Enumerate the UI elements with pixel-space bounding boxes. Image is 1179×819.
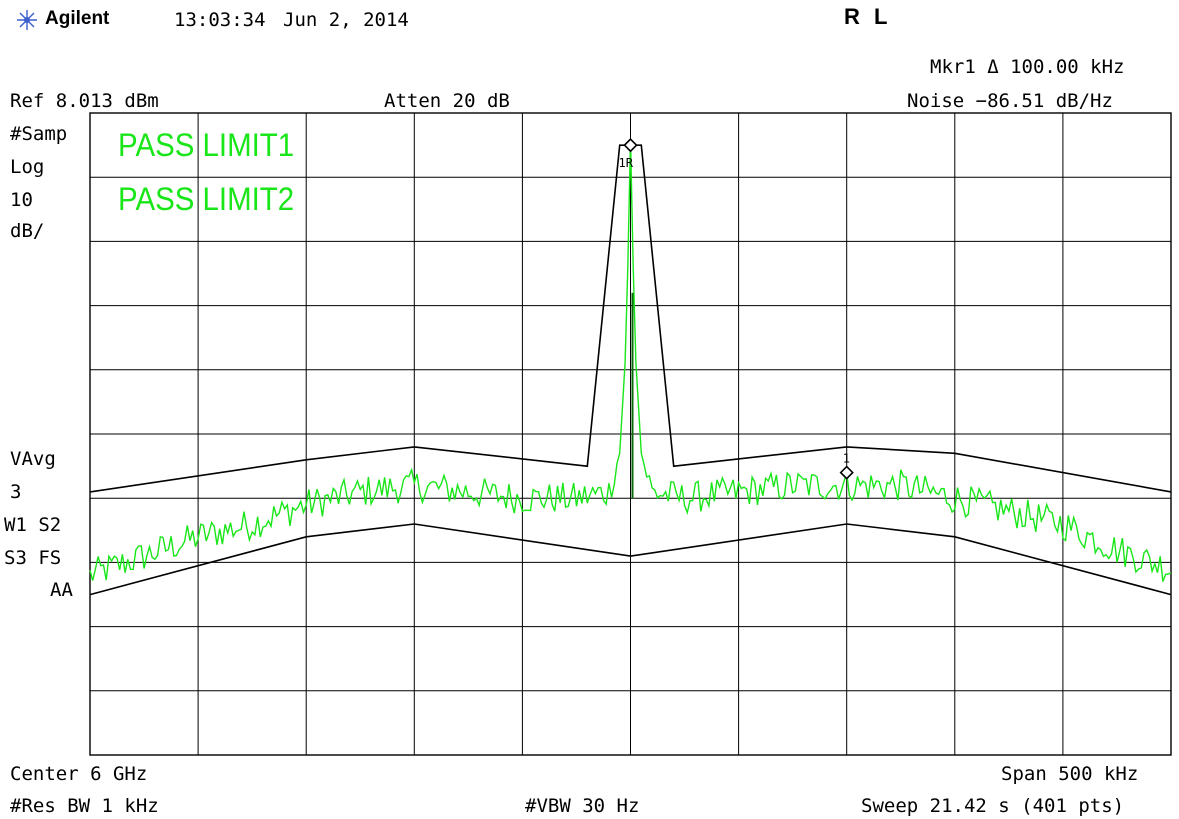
lower-limit-line bbox=[89, 523, 1172, 596]
limit2-status: PASS LIMIT2 bbox=[118, 181, 295, 217]
trace-state-w1s2: W1 S2 bbox=[4, 514, 62, 536]
marker-layer: 1R 1 bbox=[619, 138, 854, 480]
graticule bbox=[89, 112, 1172, 756]
brand-name: Agilent bbox=[45, 8, 110, 29]
resolution-bandwidth: #Res BW 1 kHz bbox=[10, 795, 159, 817]
agilent-spark-logo-icon bbox=[17, 10, 37, 30]
scale-unit: dB/ bbox=[10, 220, 45, 242]
noise-readout: Noise −86.51 dB/Hz bbox=[907, 90, 1113, 112]
scale-value: 10 bbox=[10, 189, 33, 211]
frequency-span: Span 500 kHz bbox=[1001, 763, 1139, 785]
trace-state-aa: AA bbox=[50, 579, 73, 601]
trace-state-s3fs: S3 FS bbox=[4, 547, 62, 569]
limit1-status: PASS LIMIT1 bbox=[118, 127, 295, 163]
marker-label: 1 bbox=[843, 452, 850, 466]
sweep-time: Sweep 21.42 s (401 pts) bbox=[861, 795, 1125, 817]
center-frequency: Center 6 GHz bbox=[10, 763, 148, 785]
clock-date: Jun 2, 2014 bbox=[283, 9, 409, 31]
scale-type: Log bbox=[10, 156, 45, 178]
attenuation: Atten 20 dB bbox=[384, 90, 510, 112]
mode-indicator: R L bbox=[844, 4, 892, 29]
video-bandwidth: #VBW 30 Hz bbox=[525, 795, 640, 817]
reference-level: Ref 8.013 dBm bbox=[10, 90, 159, 112]
marker-readout: Mkr1 Δ 100.00 kHz bbox=[930, 56, 1125, 78]
clock-time: 13:03:34 bbox=[174, 9, 266, 31]
marker-diamond bbox=[623, 138, 638, 153]
detector-mode: #Samp bbox=[10, 123, 68, 145]
video-average: VAvg bbox=[10, 448, 56, 470]
marker-label: 1R bbox=[619, 156, 634, 170]
video-average-count: 3 bbox=[10, 481, 22, 503]
marker-diamond bbox=[839, 465, 854, 480]
